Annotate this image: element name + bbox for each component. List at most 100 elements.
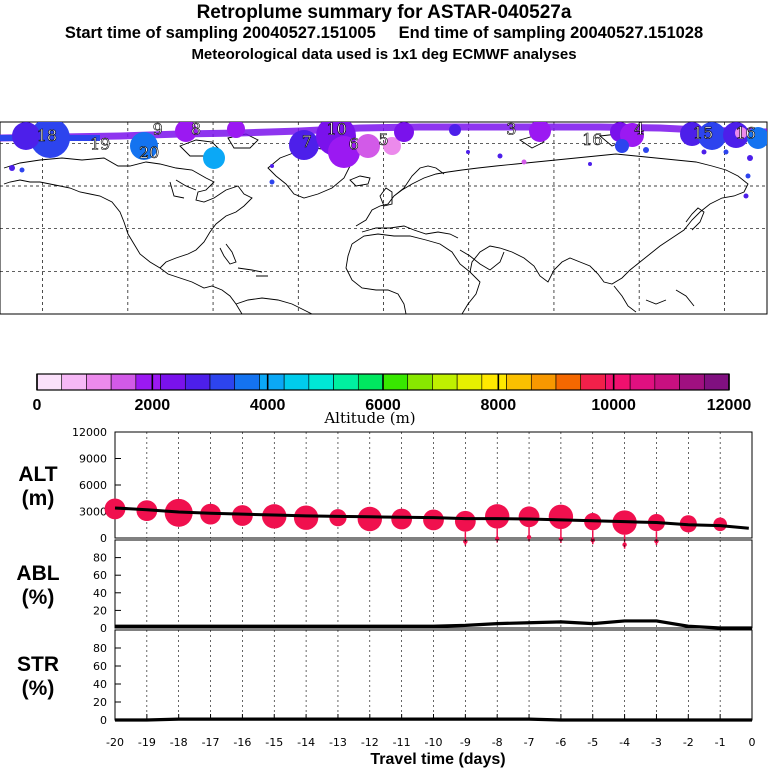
y-tick-label: 0 — [100, 532, 107, 545]
coast-europe — [355, 165, 479, 227]
panel-str: 0 20 40 60 80 STR (%) — [17, 629, 753, 727]
x-tick-label: -9 — [460, 736, 471, 749]
colorbar-cell — [456, 373, 483, 391]
alt-marker — [293, 505, 319, 530]
x-tick-label: -7 — [524, 736, 535, 749]
alt-marker — [391, 508, 413, 530]
coast-africa — [345, 233, 481, 314]
colorbar-cell — [555, 373, 582, 391]
x-tick-label: -5 — [587, 736, 598, 749]
colorbar-cell — [580, 373, 606, 391]
plume-dot — [747, 155, 753, 161]
x-tick-label: -2 — [683, 736, 694, 749]
x-tick-label: -20 — [106, 736, 124, 749]
colorbar-tick-label: 8000 — [481, 397, 517, 414]
coast-japan — [685, 207, 705, 231]
coast-mediterranean — [361, 225, 459, 239]
plume-dot — [497, 153, 503, 159]
colorbar-cell — [432, 373, 458, 391]
coast-caribbean — [237, 267, 268, 277]
y-tick-label: 40 — [93, 678, 107, 691]
colorbar-tick-label: 2000 — [135, 397, 171, 414]
plume-blob — [227, 122, 245, 138]
colorbar-cell — [135, 373, 161, 391]
alt-marker — [548, 504, 574, 529]
y-tick-label: 60 — [93, 569, 107, 582]
colorbar-tick-label: 4000 — [250, 397, 286, 414]
colorbar-cell — [382, 373, 409, 391]
alt-spread-dot — [526, 535, 532, 540]
alt-marker — [518, 506, 540, 528]
panel-alt: 0 3000 6000 9000 12000 ALT (m) — [18, 426, 753, 549]
coast-north-america — [3, 157, 253, 314]
y-axis-label-line: ALT — [18, 463, 57, 486]
plume-blob — [30, 122, 70, 158]
colorbar-tick-label: 6000 — [365, 397, 401, 414]
plume-blob — [383, 137, 401, 155]
colorbar-cell — [506, 373, 532, 391]
coast-florida — [219, 243, 237, 265]
colorbar-cell — [530, 373, 557, 391]
y-axis-label: STR (%) — [17, 653, 59, 700]
x-tick-label: -13 — [329, 736, 347, 749]
plume-dot — [521, 159, 527, 165]
colorbar-cell — [184, 373, 211, 391]
colorbar-tick-label: 12000 — [707, 397, 752, 414]
y-tick-label: 9000 — [79, 453, 107, 466]
plume-dot — [743, 193, 749, 199]
alt-marker — [454, 510, 476, 532]
plume-blob — [449, 124, 461, 136]
colorbar-cell — [160, 373, 186, 391]
plume-blob — [356, 134, 380, 158]
plume-day-label: 15 — [693, 124, 713, 143]
plume-blob — [289, 130, 319, 160]
coast-hudson-bay — [169, 179, 197, 199]
plume-blob — [747, 127, 767, 149]
plume-day-label: 9 — [153, 119, 163, 138]
start-time-label: Start time of sampling 20040527.151005 — [64, 24, 376, 42]
colorbar-cell — [333, 373, 359, 391]
colorbar-cell — [86, 373, 112, 391]
x-tick-label: -14 — [297, 736, 315, 749]
plume-day-label: 16 — [582, 130, 602, 149]
colorbar-cells — [36, 373, 730, 391]
plume-day-label: 19 — [90, 134, 110, 153]
x-tick-label: -11 — [393, 736, 411, 749]
plume-day-labels: 18 19 20 9 8 7 106 5 3 16 4 15 16 — [36, 119, 756, 162]
plume-day-label: 16 — [736, 124, 756, 143]
x-tick-label: -17 — [202, 736, 220, 749]
x-tick-label: -19 — [138, 736, 156, 749]
plume-dot — [466, 150, 470, 154]
plume-dot — [588, 162, 592, 166]
colorbar-cell — [407, 373, 433, 391]
colorbar-cell — [259, 373, 285, 391]
colorbar-cell — [61, 373, 87, 391]
colorbar-axis-label: Altitude (m) — [323, 409, 415, 427]
chart-title: Retroplume summary for ASTAR-040527a — [196, 2, 572, 23]
alt-spread-dot — [622, 542, 627, 547]
colorbar-cell — [357, 373, 384, 391]
y-tick-label: 3000 — [79, 506, 107, 519]
plume-dot — [19, 167, 25, 173]
y-axis-label: ALT (m) — [18, 463, 57, 510]
colorbar-tick-label: 0 — [33, 397, 42, 414]
plume-day-label: 8 — [191, 119, 201, 138]
plume-blob — [698, 122, 726, 150]
plume-dot — [9, 165, 15, 171]
x-axis-label: Travel time (days) — [370, 751, 505, 768]
plume-blob — [529, 122, 551, 142]
plume-dot — [701, 149, 707, 155]
coast-se-asia — [613, 285, 695, 313]
plume-day-label: 5 — [378, 130, 388, 149]
colorbar-tick-label: 10000 — [591, 397, 636, 414]
coast-asia — [469, 153, 749, 285]
y-tick-label: 80 — [93, 552, 107, 565]
plume-day-label: 3 — [506, 119, 516, 138]
y-tick-label: 40 — [93, 587, 107, 600]
alt-marker — [485, 504, 510, 529]
y-tick-label: 80 — [93, 642, 107, 655]
coast-iceland — [349, 175, 371, 187]
colorbar-cell — [629, 373, 656, 391]
plume-blob — [394, 122, 414, 142]
